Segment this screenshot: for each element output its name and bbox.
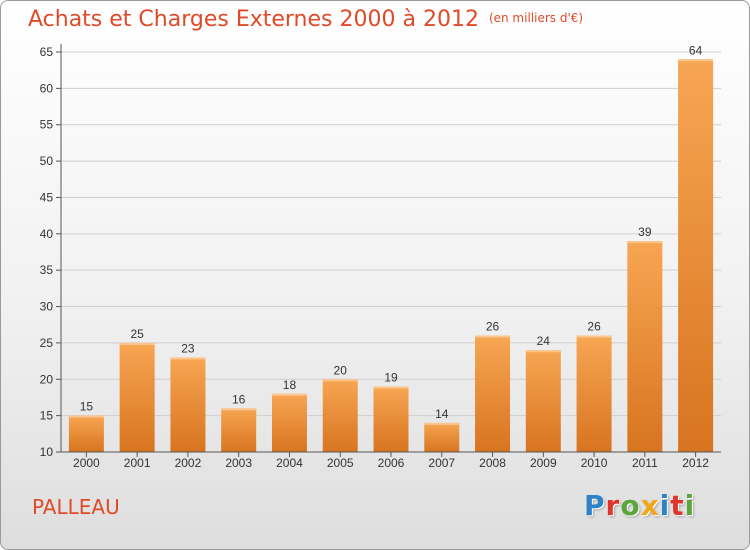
bar (271, 393, 307, 452)
bar-top-highlight (627, 241, 663, 244)
bar (424, 422, 460, 452)
logo-letter: t (670, 489, 685, 522)
bar-top-highlight (221, 408, 257, 411)
bar-top-highlight (576, 335, 612, 338)
bar-value-label: 24 (537, 334, 551, 348)
bar-value-label: 14 (435, 407, 449, 421)
proxiti-logo[interactable]: Proxiti (584, 489, 695, 522)
x-tick-label: 2007 (428, 456, 455, 470)
bar-top-highlight (373, 386, 409, 389)
bar (627, 241, 663, 452)
x-tick-label: 2005 (327, 456, 354, 470)
logo-letter: x (640, 489, 660, 522)
x-tick-label: 2000 (73, 456, 100, 470)
bar (322, 379, 358, 452)
bar-layer (68, 59, 714, 452)
logo-letter: r (605, 489, 621, 522)
bar-value-label: 19 (384, 371, 398, 385)
bar-top-highlight (170, 357, 206, 360)
logo-letter: i (659, 489, 671, 522)
bar-value-label: 25 (130, 327, 144, 341)
y-tick-label: 25 (40, 336, 54, 350)
bar (525, 350, 561, 452)
bar-value-label: 18 (283, 378, 297, 392)
x-tick-label: 2002 (175, 456, 202, 470)
bar (373, 386, 409, 452)
logo-letter: o (620, 489, 641, 522)
y-tick-label: 35 (40, 263, 54, 277)
bar-top-highlight (68, 415, 104, 418)
bar-top-highlight (322, 379, 358, 382)
x-tick-label: 2012 (682, 456, 709, 470)
bar (119, 342, 155, 452)
x-tick-label: 2010 (581, 456, 608, 470)
bar-value-label: 15 (80, 400, 94, 414)
y-tick-label: 50 (40, 154, 54, 168)
chart-unit: (en milliers d'€) (488, 11, 584, 25)
bar-top-highlight (525, 350, 561, 353)
x-tick-label: 2003 (225, 456, 252, 470)
x-tick-label: 2006 (378, 456, 405, 470)
chart-title: Achats et Charges Externes 2000 à 2012 (e… (28, 7, 583, 32)
bar (170, 357, 206, 452)
y-tick-label: 65 (40, 45, 54, 59)
axis-layer: 10 15 20 25 30 35 40 45 50 55 60 65 15 2000 25 2001 23 20… (40, 43, 721, 470)
x-tick-label: 2008 (479, 456, 506, 470)
bar-value-label: 39 (638, 225, 652, 239)
town-name: PALLEAU (32, 495, 120, 519)
x-tick-label: 2004 (276, 456, 303, 470)
bar (221, 408, 257, 452)
bar (68, 415, 104, 452)
bar-top-highlight (678, 59, 714, 62)
bar-top-highlight (475, 335, 511, 338)
bar-value-label: 20 (334, 363, 348, 377)
bar-value-label: 26 (587, 320, 601, 334)
bar-top-highlight (119, 342, 155, 345)
bar-top-highlight (424, 422, 460, 425)
y-tick-label: 30 (40, 300, 54, 314)
x-tick-label: 2011 (632, 456, 658, 470)
bar-value-label: 64 (689, 43, 703, 57)
bar-top-highlight (271, 393, 307, 396)
bar (576, 335, 612, 452)
logo-letter: i (684, 489, 696, 522)
bar (678, 59, 714, 452)
x-tick-label: 2001 (124, 456, 151, 470)
y-tick-label: 10 (40, 445, 54, 459)
y-tick-label: 45 (40, 190, 54, 204)
logo-letter: P (584, 489, 606, 522)
y-tick-label: 55 (40, 118, 54, 132)
bar (475, 335, 511, 452)
y-tick-label: 20 (40, 372, 54, 386)
chart-title-text: Achats et Charges Externes 2000 à 2012 (28, 7, 479, 32)
y-tick-label: 60 (40, 81, 54, 95)
bar-value-label: 26 (486, 320, 500, 334)
x-tick-label: 2009 (530, 456, 557, 470)
bar-value-label: 23 (181, 341, 195, 355)
y-tick-label: 40 (40, 227, 54, 241)
y-tick-label: 15 (40, 409, 54, 423)
bar-value-label: 16 (232, 392, 246, 406)
